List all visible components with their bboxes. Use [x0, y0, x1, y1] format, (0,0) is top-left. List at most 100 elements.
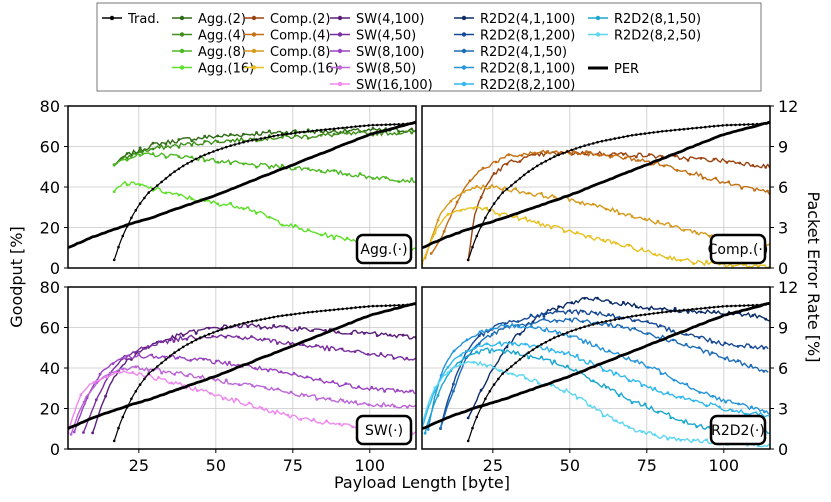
series-point-sw-8-100 [409, 389, 412, 393]
legend-label: Comp.(8) [270, 45, 331, 60]
legend-entry-r2d2-4-1-100: R2D2(4,1,100) [454, 12, 575, 27]
series-point-comp-4 [546, 149, 549, 153]
series-point-sw-16-100 [208, 392, 212, 395]
series-point-r2d2-4-1-100 [764, 317, 768, 321]
panel-tag-box [709, 233, 767, 265]
series-point-trad [613, 318, 617, 321]
legend-entry-trad: Trad. [102, 12, 160, 27]
series-point-sw-8-50 [380, 404, 383, 408]
series-point-comp-2 [725, 161, 729, 164]
series-point-trad [522, 173, 526, 177]
series-point-sw-8-100 [344, 382, 348, 385]
series-point-r2d2-8-1-100 [672, 378, 676, 382]
series-point-trad [712, 124, 716, 128]
legend-entry-r2d2-8-1-100: R2D2(8,1,100) [454, 62, 575, 77]
series-point-r2d2-8-1-100 [452, 349, 456, 353]
series-point-trad [734, 304, 737, 308]
series-point-sw-4-100 [246, 325, 250, 328]
series-point-comp-8 [656, 219, 660, 223]
series-point-comp-16 [472, 207, 476, 210]
series-point-comp-4 [481, 166, 485, 170]
series-point-trad [622, 135, 625, 139]
series-point-agg-4 [306, 136, 310, 140]
series-point-sw-8-100 [150, 353, 154, 357]
series-point-r2d2-8-2-100 [588, 359, 592, 363]
series-point-sw-8-50 [95, 381, 99, 385]
series-point-trad [272, 134, 276, 138]
series-point-trad [484, 397, 487, 401]
series-point-sw-4-100 [259, 326, 263, 330]
legend-label: SW(4,100) [356, 12, 424, 27]
series-point-agg-16 [125, 183, 129, 187]
series-point-trad [566, 331, 569, 334]
x-tick-label: 75 [283, 456, 303, 475]
series-point-trad [695, 307, 698, 311]
series-point-r2d2-8-2-50 [511, 372, 514, 376]
legend-entry-agg-2: Agg.(2) [172, 12, 246, 27]
series-point-r2d2-8-1-100 [737, 402, 740, 406]
series-point-comp-4 [494, 160, 498, 164]
series-point-trad [635, 314, 638, 318]
series-point-comp-4 [701, 176, 705, 180]
series-point-trad [721, 305, 724, 308]
series-point-trad [225, 145, 228, 149]
series-point-agg-2 [203, 134, 207, 138]
series-point-r2d2-4-1-100 [583, 296, 586, 300]
series-point-agg-2 [216, 134, 220, 138]
series-point-sw-8-50 [237, 383, 241, 387]
series-point-r2d2-8-1-100 [763, 410, 766, 414]
series-point-comp-4 [520, 154, 524, 157]
series-point-r2d2-8-1-200 [697, 336, 701, 339]
series-point-trad [673, 309, 677, 313]
series-point-agg-2 [229, 133, 233, 136]
series-point-r2d2-8-1-100 [750, 405, 753, 409]
series-point-comp-8 [527, 191, 530, 195]
series-point-sw-4-50 [250, 335, 253, 338]
series-point-trad [497, 377, 500, 381]
series-point-sw-4-50 [224, 335, 228, 339]
series-point-comp-4 [753, 188, 756, 192]
series-point-agg-16 [345, 236, 349, 240]
series-point-sw-8-100 [228, 360, 231, 364]
series-point-comp-8 [436, 218, 440, 222]
series-point-trad [341, 307, 345, 311]
legend-marker [251, 65, 257, 70]
series-point-r2d2-8-2-50 [614, 419, 618, 422]
series-point-sw-8-100 [357, 385, 361, 388]
series-point-trad [151, 187, 155, 191]
legend-label: SW(8,50) [356, 62, 416, 77]
panel-tag-box [709, 414, 767, 446]
series-point-trad [117, 426, 120, 430]
series-line-r2d2-8-1-200 [439, 309, 769, 429]
series-point-r2d2-8-1-50 [514, 352, 517, 355]
series-line-agg-8 [113, 152, 416, 184]
series-point-trad [574, 328, 578, 331]
series-point-trad [237, 323, 241, 326]
series-point-r2d2-8-1-100 [633, 360, 637, 363]
series-point-sw-4-50 [405, 356, 409, 360]
series-point-trad [345, 126, 349, 129]
series-point-comp-8 [617, 212, 621, 216]
series-point-trad [285, 132, 289, 136]
series-point-r2d2-8-2-50 [472, 360, 476, 364]
series-point-comp-2 [738, 161, 742, 165]
series-point-trad [604, 320, 608, 323]
series-point-trad [237, 142, 241, 145]
series-point-trad [643, 132, 647, 135]
legend-entry-sw-4-50: SW(4,50) [330, 29, 416, 44]
series-point-trad [591, 323, 595, 326]
series-point-comp-16 [498, 213, 501, 217]
series-point-r2d2-8-1-100 [594, 343, 598, 347]
legend-entry-sw-16-100: SW(16,100) [330, 78, 433, 93]
series-point-trad [358, 305, 362, 309]
series-point-trad [648, 312, 651, 316]
series-point-r2d2-4-1-50 [607, 324, 610, 327]
series-point-agg-2 [371, 126, 375, 130]
series-point-trad [315, 129, 319, 132]
series-point-comp-4 [468, 179, 472, 183]
series-point-sw-8-100 [318, 377, 322, 381]
series-point-trad [505, 368, 509, 372]
series-point-r2d2-8-2-100 [744, 412, 747, 416]
legend-entry-comp-16: Comp.(16) [244, 62, 339, 77]
series-point-trad [121, 415, 125, 419]
